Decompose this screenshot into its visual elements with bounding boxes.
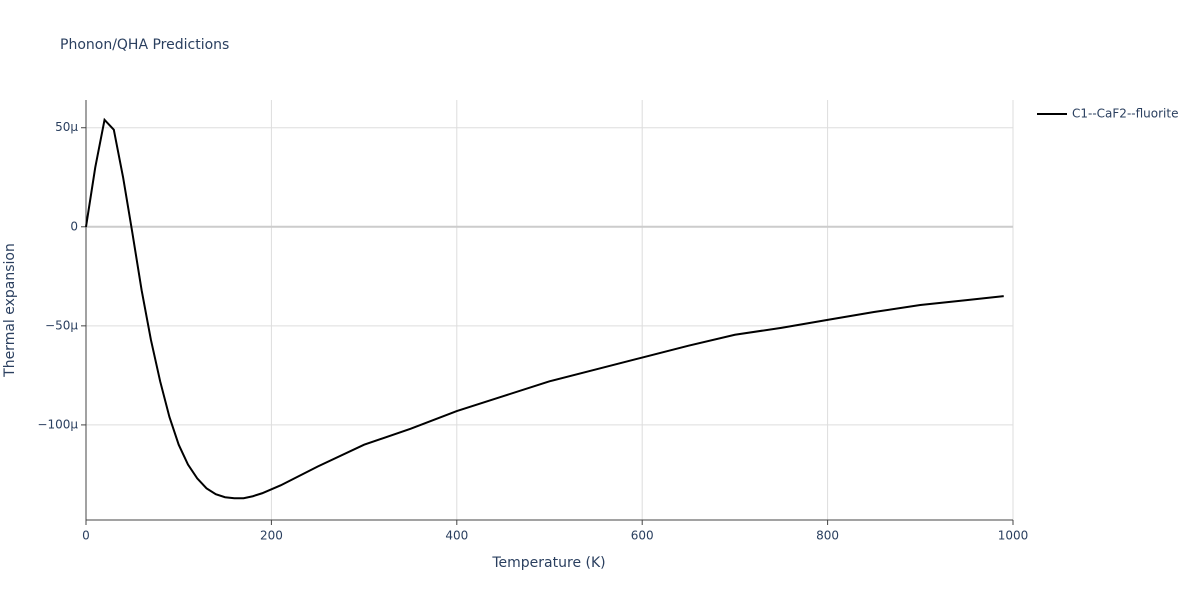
x-axis-title: Temperature (K) — [491, 555, 605, 571]
x-tick-label: 800 — [816, 529, 839, 543]
data-line — [85, 117, 1004, 500]
x-tick-label: 600 — [631, 529, 654, 543]
y-axis-title: Thermal expansion — [2, 243, 18, 378]
x-tick-label: 1000 — [998, 529, 1029, 543]
y-tick-label: 0 — [70, 219, 78, 233]
legend-label: C1--CaF2--fluorite — [1072, 107, 1178, 121]
y-tick-label: −50μ — [45, 318, 78, 332]
x-tick-label: 400 — [445, 529, 468, 543]
y-tick-label: −100μ — [37, 417, 78, 431]
y-tick-label: 50μ — [55, 120, 78, 134]
chart-title: Phonon/QHA Predictions — [60, 37, 229, 53]
x-tick-label: 200 — [260, 529, 283, 543]
x-tick-label: 0 — [82, 529, 90, 543]
